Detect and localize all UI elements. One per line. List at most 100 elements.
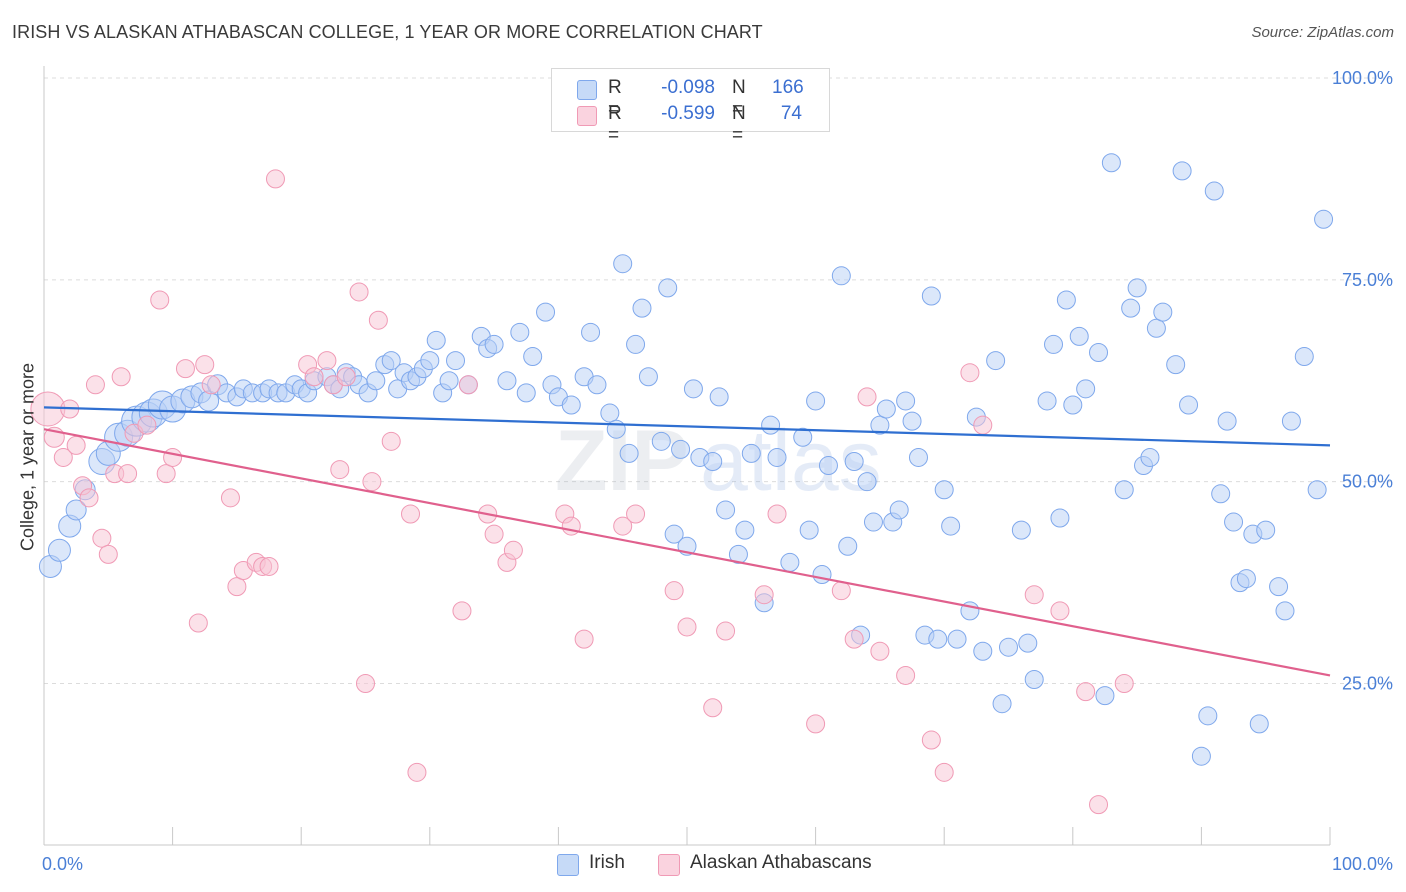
irish-point xyxy=(65,499,87,521)
series-irish-points xyxy=(38,153,1334,766)
irish-point xyxy=(857,472,877,492)
irish-point xyxy=(870,415,890,435)
irish-point xyxy=(523,347,543,367)
irish-point xyxy=(561,395,581,415)
irish-point xyxy=(1224,512,1244,532)
irish-point xyxy=(1063,395,1083,415)
alaskan-point xyxy=(368,310,388,330)
irish-point xyxy=(1281,411,1301,431)
alaskan-point xyxy=(317,351,337,371)
irish-point xyxy=(1269,577,1289,597)
alaskan-point xyxy=(150,290,170,310)
alaskan-point xyxy=(503,540,523,560)
irish-point xyxy=(1011,520,1031,540)
alaskan-point xyxy=(806,714,826,734)
alaskan-point xyxy=(381,431,401,451)
irish-point xyxy=(799,520,819,540)
irish-point xyxy=(632,298,652,318)
alaskan-point xyxy=(53,447,73,467)
irish-point xyxy=(806,391,826,411)
irish-point xyxy=(1294,347,1314,367)
alaskan-point xyxy=(85,375,105,395)
irish-point xyxy=(497,371,517,391)
irish-point xyxy=(992,694,1012,714)
irish-point xyxy=(1056,290,1076,310)
irish-point xyxy=(709,387,729,407)
trend-lines xyxy=(43,406,1331,677)
irish-point xyxy=(1314,209,1334,229)
irish-point xyxy=(1249,714,1269,734)
irish-point xyxy=(1166,355,1186,375)
irish-point xyxy=(793,427,813,447)
irish-point xyxy=(581,322,601,342)
irish-point xyxy=(986,351,1006,371)
axes xyxy=(43,66,1331,846)
alaskan-point xyxy=(201,375,221,395)
irish-point xyxy=(606,419,626,439)
irish-point xyxy=(941,516,961,536)
alaskan-point xyxy=(118,464,138,484)
alaskan-point xyxy=(330,460,350,480)
irish-point xyxy=(818,456,838,476)
y-tick-label: 75.0% xyxy=(1342,270,1393,290)
irish-point xyxy=(366,371,386,391)
irish-point xyxy=(928,629,948,649)
irish-point xyxy=(1101,153,1121,173)
alaskan-point xyxy=(613,516,633,536)
irish-point xyxy=(780,552,800,572)
irish-point xyxy=(1256,520,1276,540)
alaskan-point xyxy=(362,472,382,492)
series-swatch-irish xyxy=(557,854,579,876)
irish-point xyxy=(1198,706,1218,726)
legend-r-value: -0.599 xyxy=(661,103,715,124)
y-tick-label: 50.0% xyxy=(1342,472,1393,492)
irish-point xyxy=(889,500,909,520)
irish-point xyxy=(658,278,678,298)
alaskan-point xyxy=(79,488,99,508)
series-label-alaskan: Alaskan Athabascans xyxy=(690,852,872,873)
irish-point xyxy=(1121,298,1141,318)
irish-point xyxy=(1069,326,1089,346)
irish-point xyxy=(638,367,658,387)
irish-point xyxy=(600,403,620,423)
alaskan-point xyxy=(703,698,723,718)
x-tick-labels: 0.0% 100.0% xyxy=(42,854,1393,874)
alaskan-point xyxy=(137,415,157,435)
irish-point xyxy=(896,391,916,411)
irish-point xyxy=(426,330,446,350)
correlation-legend: R = -0.098 N = 166 R = -0.599 N = 74 xyxy=(551,68,830,146)
alaskan-point xyxy=(92,528,112,548)
alaskan-point xyxy=(1050,601,1070,621)
series-label-irish: Irish xyxy=(589,852,625,873)
alaskan-point xyxy=(401,504,421,524)
irish-point xyxy=(510,322,530,342)
irish-point xyxy=(1076,379,1096,399)
alaskan-point xyxy=(484,524,504,544)
alaskan-point xyxy=(934,762,954,782)
irish-point xyxy=(844,452,864,471)
legend-n-value: 166 xyxy=(772,77,804,98)
alaskan-point xyxy=(870,641,890,661)
alaskan-point xyxy=(1076,682,1096,702)
irish-point xyxy=(446,351,466,371)
series-swatch-alaskan xyxy=(658,854,680,876)
alaskan-point xyxy=(98,544,118,564)
irish-point xyxy=(1179,395,1199,415)
alaskan-point xyxy=(458,375,478,395)
irish-point xyxy=(1204,181,1224,201)
irish-point xyxy=(1217,411,1237,431)
irish-trend-line xyxy=(43,406,1331,447)
irish-point xyxy=(863,512,883,532)
irish-point xyxy=(902,411,922,431)
alaskan-point xyxy=(857,387,877,407)
alaskan-point xyxy=(973,415,993,435)
alaskan-point xyxy=(259,556,279,576)
alaskan-point xyxy=(188,613,208,633)
irish-point xyxy=(761,415,781,435)
alaskan-point xyxy=(767,504,787,524)
alaskan-point xyxy=(754,585,774,605)
alaskan-point xyxy=(831,581,851,601)
irish-point xyxy=(735,520,755,540)
irish-point xyxy=(651,431,671,451)
